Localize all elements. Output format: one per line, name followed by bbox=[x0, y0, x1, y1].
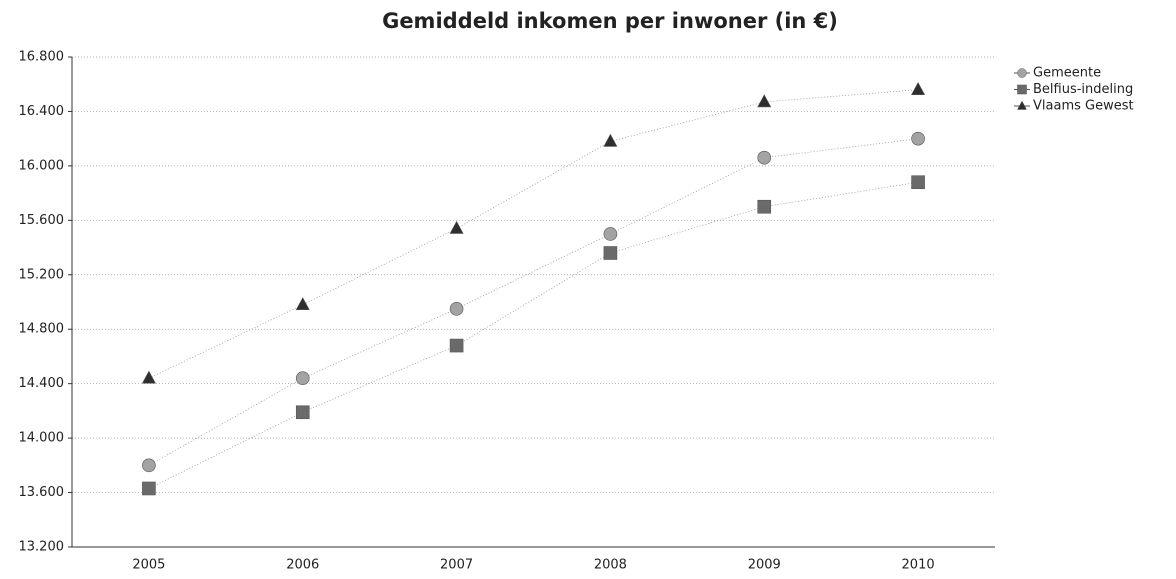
y-tick-label: 13.600 bbox=[19, 485, 65, 500]
legend-marker bbox=[1017, 100, 1027, 110]
y-tick-label: 15.600 bbox=[19, 213, 65, 228]
legend-marker bbox=[1017, 68, 1027, 78]
data-point bbox=[449, 220, 464, 234]
data-point bbox=[603, 246, 618, 260]
y-tick-label: 14.000 bbox=[19, 431, 65, 446]
series-line bbox=[148, 138, 919, 466]
legend-label: Belfius-indeling bbox=[1033, 82, 1133, 97]
data-point bbox=[449, 338, 464, 353]
legend-label: Vlaams Gewest bbox=[1033, 99, 1134, 114]
data-point bbox=[911, 82, 926, 95]
data-point bbox=[142, 481, 156, 496]
series-line bbox=[148, 89, 919, 379]
x-tick-label: 2009 bbox=[748, 558, 781, 573]
data-point bbox=[911, 175, 925, 190]
y-tick-label: 16.400 bbox=[19, 104, 65, 119]
y-tick-label: 15.200 bbox=[19, 267, 65, 282]
legend-label: Gemeente bbox=[1033, 66, 1101, 81]
data-point bbox=[757, 150, 772, 165]
x-tick-label: 2008 bbox=[594, 558, 627, 573]
data-point bbox=[603, 133, 618, 147]
data-point bbox=[603, 227, 618, 241]
data-point bbox=[142, 458, 156, 473]
data-point bbox=[911, 131, 925, 146]
data-point bbox=[449, 302, 464, 316]
x-tick-label: 2006 bbox=[286, 558, 319, 573]
y-tick-label: 16.800 bbox=[19, 50, 65, 65]
x-tick-label: 2010 bbox=[902, 558, 935, 573]
data-point bbox=[295, 405, 310, 420]
data-point bbox=[295, 371, 310, 386]
y-tick-label: 14.400 bbox=[19, 376, 65, 391]
y-tick-label: 13.200 bbox=[19, 540, 65, 555]
data-point bbox=[757, 199, 772, 214]
x-tick-label: 2007 bbox=[440, 558, 473, 573]
y-tick-label: 16.000 bbox=[19, 158, 65, 173]
data-point bbox=[295, 297, 310, 311]
series-line bbox=[148, 181, 919, 489]
chart-title: Gemiddeld inkomen per inwoner (in €) bbox=[382, 9, 838, 33]
data-point bbox=[141, 370, 156, 384]
legend-marker bbox=[1017, 84, 1027, 95]
y-tick-label: 14.800 bbox=[19, 322, 65, 337]
data-point bbox=[757, 94, 772, 108]
x-tick-label: 2005 bbox=[132, 558, 165, 573]
